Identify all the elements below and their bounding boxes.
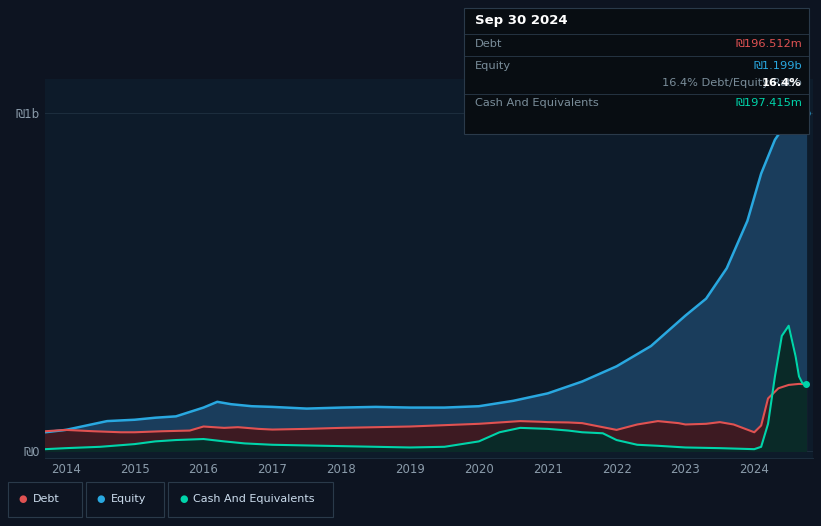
Text: 16.4%: 16.4%	[762, 78, 801, 88]
Text: ●: ●	[179, 494, 187, 504]
Text: 16.4% Debt/Equity Ratio: 16.4% Debt/Equity Ratio	[663, 78, 802, 88]
Text: Debt: Debt	[33, 494, 60, 504]
Text: ●: ●	[97, 494, 105, 504]
Text: Equity: Equity	[111, 494, 146, 504]
Text: Cash And Equivalents: Cash And Equivalents	[193, 494, 314, 504]
Text: Debt: Debt	[475, 39, 502, 49]
Text: Sep 30 2024: Sep 30 2024	[475, 14, 567, 27]
Text: ₪1.199b: ₪1.199b	[754, 61, 802, 71]
Text: ●: ●	[19, 494, 27, 504]
Text: Equity: Equity	[475, 61, 511, 71]
Text: ₪196.512m: ₪196.512m	[736, 39, 802, 49]
Text: ₪197.415m: ₪197.415m	[736, 98, 802, 108]
Text: Cash And Equivalents: Cash And Equivalents	[475, 98, 599, 108]
